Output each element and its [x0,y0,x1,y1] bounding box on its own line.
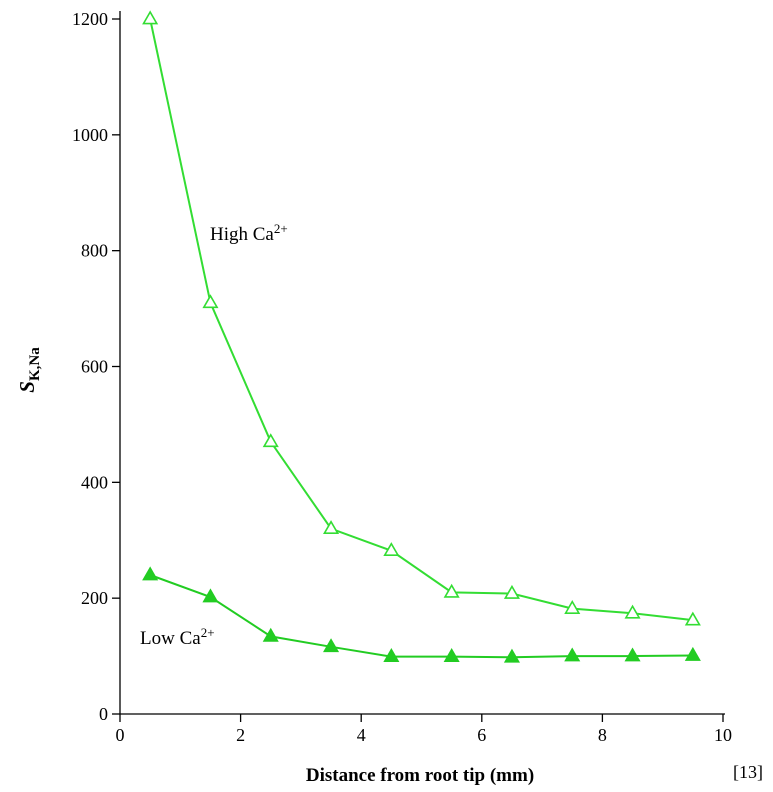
series-label-high: High Ca2+ [210,221,288,245]
y-tick-label: 1200 [72,9,108,29]
series-label-low: Low Ca2+ [140,625,215,649]
y-tick-label: 200 [81,588,108,608]
data-point-open-triangle [503,584,520,599]
data-point-filled-triangle [202,588,219,603]
x-tick-label: 6 [477,725,486,745]
data-point-filled-triangle [262,627,279,642]
x-axis-title: Distance from root tip (mm) [306,765,534,786]
y-tick-label: 800 [81,241,108,261]
y-tick-label: 400 [81,472,108,492]
data-point-open-triangle [684,611,701,626]
x-tick-label: 4 [357,725,366,745]
data-point-filled-triangle [323,638,340,653]
data-point-open-triangle [262,433,279,448]
x-tick-label: 2 [236,725,245,745]
series-line-1 [149,574,693,659]
data-point-filled-triangle [443,648,460,663]
data-point-open-triangle [383,542,400,557]
x-tick-label: 8 [598,725,607,745]
data-point-open-triangle [142,10,159,25]
data-point-filled-triangle [624,647,641,662]
data-point-filled-triangle [142,566,159,581]
data-point-filled-triangle [383,648,400,663]
reference-label: [13] [733,762,763,782]
y-tick-label: 600 [81,357,108,377]
x-tick-label: 0 [116,725,125,745]
data-point-open-triangle [564,599,581,614]
data-point-open-triangle [443,583,460,598]
data-point-open-triangle [323,520,340,535]
y-tick-label: 0 [99,704,108,724]
series-layer [142,10,701,663]
axes: 0 200 400 600 800 1000 1200 0 2 4 6 8 10 [72,9,732,745]
y-axis-title: SK,Na [15,347,43,393]
series-line-0 [149,18,693,622]
data-point-open-triangle [202,294,219,309]
data-point-filled-triangle [564,647,581,662]
data-point-filled-triangle [503,648,520,663]
y-tick-label: 1000 [72,125,108,145]
data-point-filled-triangle [684,646,701,661]
x-tick-label: 10 [714,725,732,745]
data-point-open-triangle [624,604,641,619]
